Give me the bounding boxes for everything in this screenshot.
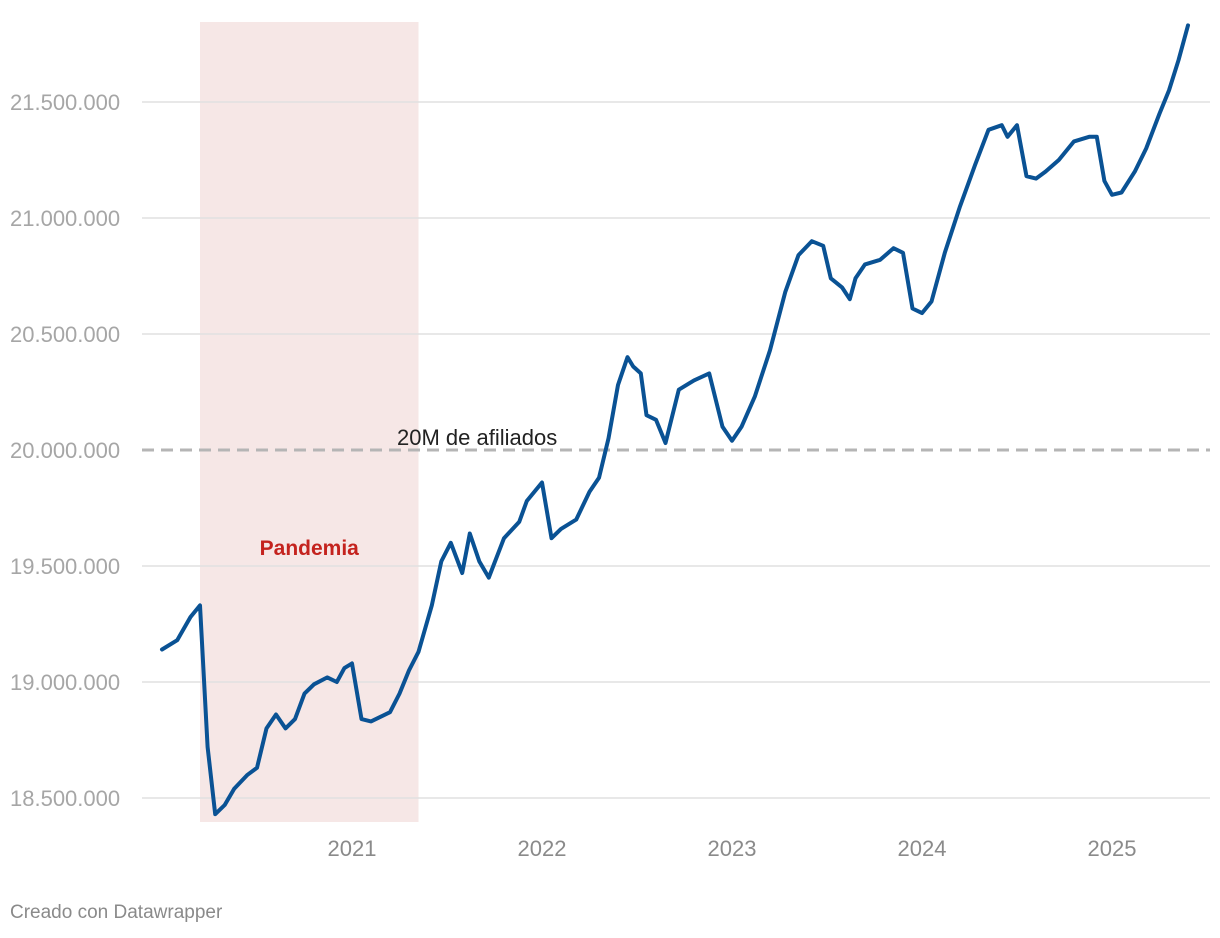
line-chart: Pandemia 20M de afiliados 18.500.000 19.0…	[10, 22, 1210, 861]
reference-layer: 20M de afiliados	[142, 425, 1210, 452]
x-axis: 2021 2022 2023 2024 2025	[328, 836, 1137, 861]
x-tick-label: 2022	[518, 836, 567, 861]
series-layer	[160, 23, 1190, 817]
y-tick-label: 21.000.000	[10, 206, 120, 231]
pandemic-label: Pandemia	[260, 537, 360, 560]
shade-layer: Pandemia	[200, 22, 419, 822]
y-tick-label: 19.000.000	[10, 670, 120, 695]
y-tick-label: 20.500.000	[10, 322, 120, 347]
reference-label: 20M de afiliados	[397, 425, 557, 450]
pandemic-shade	[200, 22, 419, 822]
x-tick-label: 2025	[1088, 836, 1137, 861]
series-line-afiliados	[160, 23, 1190, 817]
x-tick-label: 2024	[898, 836, 947, 861]
y-tick-label: 19.500.000	[10, 554, 120, 579]
x-tick-label: 2023	[708, 836, 757, 861]
y-tick-label: 20.000.000	[10, 438, 120, 463]
y-tick-label: 21.500.000	[10, 90, 120, 115]
y-tick-label: 18.500.000	[10, 786, 120, 811]
credit-footer: Creado con Datawrapper	[10, 902, 223, 923]
x-tick-label: 2021	[328, 836, 377, 861]
y-axis: 18.500.000 19.000.000 19.500.000 20.000.000…	[10, 90, 120, 811]
